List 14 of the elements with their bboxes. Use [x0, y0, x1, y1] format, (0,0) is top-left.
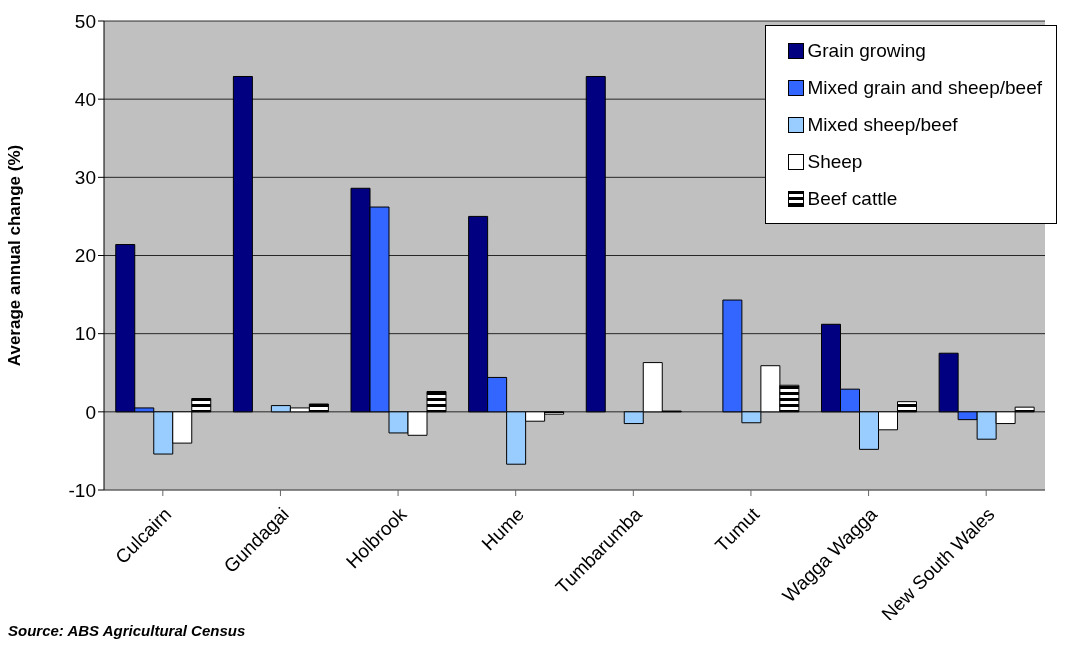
legend-label: Grain growing	[807, 39, 926, 62]
y-tick-label: -10	[68, 479, 96, 501]
y-tick-label: 50	[74, 10, 96, 32]
source-note: Source: ABS Agricultural Census	[8, 622, 246, 639]
y-tick-label: 40	[74, 88, 96, 110]
legend-label: Mixed grain and sheep/beef	[807, 76, 1042, 99]
y-tick-label: 0	[85, 401, 96, 423]
y-axis-title: Average annual change (%)	[5, 144, 25, 367]
y-tick-label: 30	[74, 167, 96, 189]
y-tick-label: 10	[74, 323, 96, 345]
legend-label: Sheep	[807, 150, 863, 173]
legend-label: Mixed sheep/beef	[807, 113, 958, 136]
legend-label: Beef cattle	[807, 187, 898, 210]
y-tick-label: 20	[74, 245, 96, 267]
